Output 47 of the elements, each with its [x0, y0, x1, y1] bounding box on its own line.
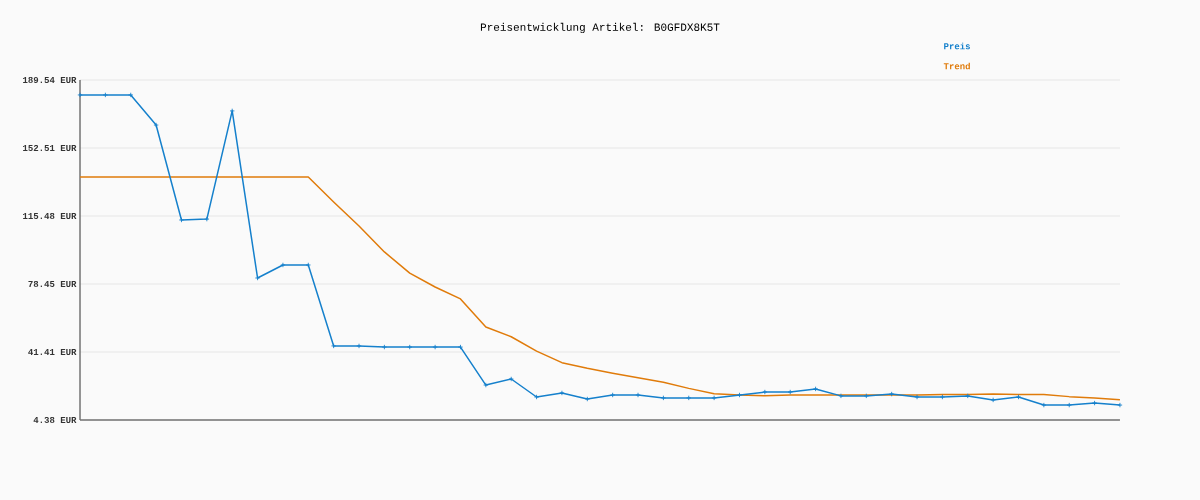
point — [331, 343, 337, 349]
point — [254, 275, 261, 281]
y-tick-label: 115.48 EUR — [23, 212, 77, 220]
point — [1041, 402, 1047, 408]
point — [1091, 400, 1098, 406]
point — [660, 395, 667, 401]
y-tick-label: 4.38 EUR — [33, 416, 77, 424]
point — [508, 376, 514, 382]
point — [736, 392, 743, 398]
chart-title: Preisentwicklung Artikel: B0GFDX8K5T — [480, 22, 720, 34]
point — [407, 344, 413, 350]
point — [178, 217, 185, 223]
point — [686, 395, 692, 401]
point — [965, 393, 971, 399]
point — [457, 344, 464, 350]
point — [533, 394, 540, 400]
point — [1066, 402, 1072, 408]
text: Trend — [943, 62, 970, 70]
point — [635, 392, 641, 398]
y-tick-label: 78.45 EUR — [28, 280, 77, 288]
point — [711, 395, 717, 401]
point — [939, 394, 946, 400]
point — [280, 262, 286, 268]
point — [914, 394, 920, 400]
point — [838, 393, 844, 399]
point — [990, 397, 996, 403]
point — [204, 216, 210, 222]
y-tick-label: 189.54 EUR — [23, 76, 77, 84]
point — [432, 344, 438, 350]
point — [889, 391, 895, 397]
point — [102, 92, 109, 98]
point — [863, 393, 869, 399]
text: Preis — [944, 42, 970, 50]
point — [305, 262, 311, 268]
point — [812, 386, 819, 392]
point — [559, 390, 565, 396]
point — [483, 382, 489, 388]
point — [762, 389, 768, 395]
point — [787, 389, 793, 395]
point — [128, 92, 134, 98]
point — [584, 396, 590, 402]
point — [356, 343, 362, 349]
point — [610, 392, 616, 398]
y-tick-label: 41.41 EUR — [28, 348, 77, 355]
point — [153, 122, 159, 128]
y-tick-label: 152.51 EUR — [23, 144, 77, 152]
point — [381, 344, 388, 350]
